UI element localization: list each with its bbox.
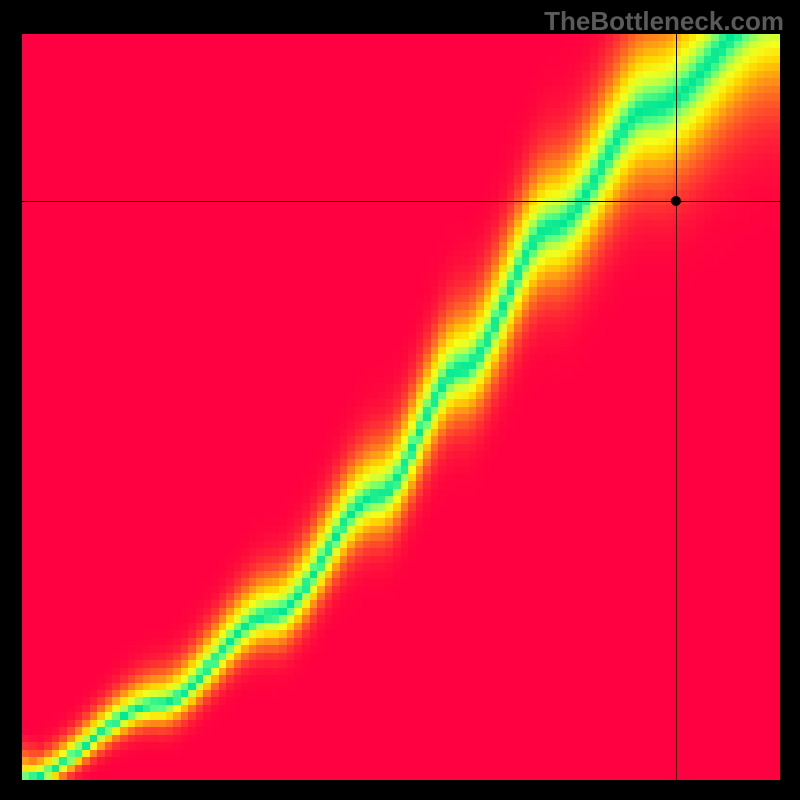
watermark-text: TheBottleneck.com <box>544 6 784 37</box>
bottleneck-heatmap <box>22 34 780 780</box>
crosshair-vertical <box>676 0 677 800</box>
